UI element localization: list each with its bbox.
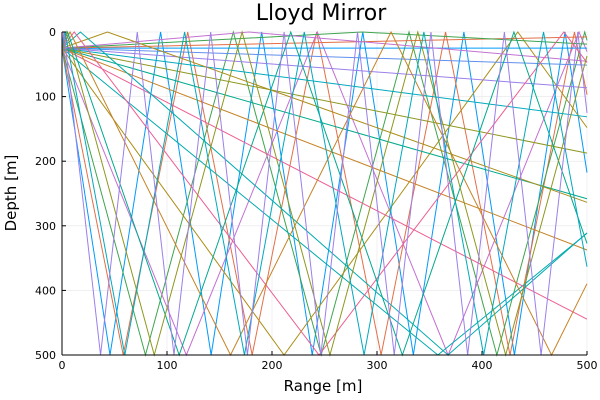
x-tick-label-5: 500 [577,359,598,372]
ray-series [61,30,588,357]
ray-16 [61,31,588,62]
x-tick-label-2: 200 [262,359,283,372]
ray-9 [61,47,588,154]
ray-11 [61,47,588,89]
x-tick-label-4: 400 [472,359,493,372]
ray-14 [61,36,588,49]
ray-12 [61,47,588,66]
x-axis-label: Range [m] [284,377,363,395]
x-tick-label-1: 100 [157,359,178,372]
ray-0 [61,31,588,356]
ray-23 [61,31,588,356]
ray-18 [61,31,588,356]
x-tick-label-0: 0 [59,359,66,372]
y-tick-label-4: 400 [35,284,56,297]
y-tick-label-5: 500 [35,349,56,362]
chart-title: Lloyd Mirror [256,1,388,26]
y-tick-label-3: 300 [35,220,56,233]
ray-7 [61,47,588,251]
x-tick-label-3: 300 [367,359,388,372]
ray-21 [61,30,588,357]
y-tick-label-1: 100 [35,91,56,104]
y-tick-label-2: 200 [35,155,56,168]
y-axis-label: Depth [m] [2,155,20,232]
y-axis-ticks: 0 100 200 300 400 500 [35,26,66,362]
ray-15 [61,31,588,49]
ray-3 [61,30,588,357]
plot-frame [61,32,587,356]
x-axis-ticks: 0 100 200 300 400 500 [59,351,598,372]
y-tick-label-0: 0 [49,26,56,39]
ray-10 [61,47,588,118]
ray-22 [61,30,588,357]
ray-17 [61,31,588,203]
ray-8 [61,47,588,200]
ray-5 [61,47,588,356]
